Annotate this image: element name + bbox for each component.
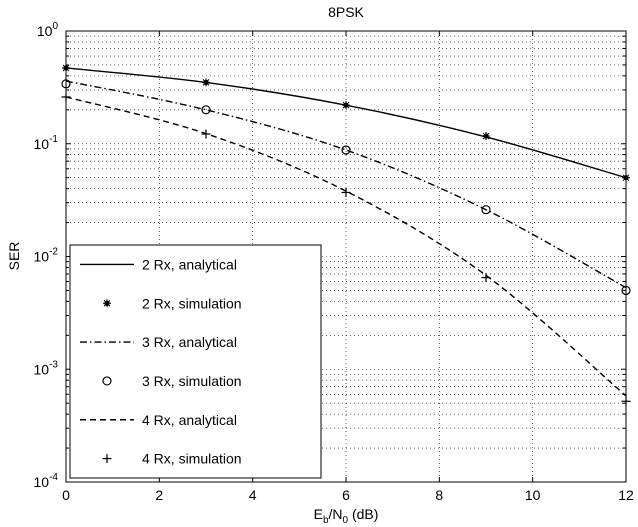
legend-label-6: 4 Rx, simulation bbox=[142, 451, 242, 467]
y-tick-label: 10-1 bbox=[34, 134, 59, 152]
x-axis-label: Eb/N0 (dB) bbox=[314, 506, 379, 526]
series-2-marker-rays bbox=[202, 78, 210, 87]
x-axis-label-main: E bbox=[314, 506, 323, 522]
y-tick-label-base: 10 bbox=[34, 136, 50, 152]
x-tick-label: 12 bbox=[618, 487, 634, 503]
y-tick-label-base: 10 bbox=[34, 249, 50, 265]
legend-box bbox=[69, 244, 322, 479]
series-6-marker bbox=[201, 129, 211, 139]
x-axis-label-sub-b: b bbox=[323, 515, 329, 526]
plot-frame bbox=[65, 30, 627, 483]
legend-marker-6 bbox=[102, 454, 112, 464]
x-axis-label-unit: (dB) bbox=[348, 506, 378, 522]
y-tick-label-exponent: -4 bbox=[49, 472, 58, 483]
series-4-marker bbox=[341, 145, 351, 155]
y-tick-label-exponent: 0 bbox=[52, 21, 58, 32]
grid-lines bbox=[66, 31, 626, 482]
x-axis-label-sub-0: 0 bbox=[343, 515, 349, 526]
y-axis-label: SER bbox=[6, 242, 22, 271]
legend-marker-2-rays bbox=[103, 299, 111, 308]
legend: 2 Rx, analytical 2 Rx, simulation 3 Rx, an… bbox=[69, 244, 322, 479]
x-tick-label: 2 bbox=[155, 487, 163, 503]
y-tick-label-base: 10 bbox=[37, 23, 53, 39]
y-tick-label: 10-2 bbox=[34, 247, 59, 265]
y-tick-label: 10-3 bbox=[34, 359, 59, 377]
x-tick-label: 6 bbox=[342, 487, 350, 503]
series-line-3 bbox=[65, 80, 627, 289]
legend-label-3: 3 Rx, analytical bbox=[142, 334, 237, 350]
series-6-marker bbox=[481, 273, 491, 283]
y-tick-label-exponent: -1 bbox=[49, 134, 58, 145]
x-tick-label: 0 bbox=[62, 487, 70, 503]
series-4-marker bbox=[481, 205, 491, 215]
legend-label-4: 3 Rx, simulation bbox=[142, 373, 242, 389]
x-tick-label: 10 bbox=[525, 487, 541, 503]
x-axis-label-slash: /N bbox=[329, 506, 343, 522]
y-tick-label: 10-4 bbox=[34, 472, 59, 490]
series-2-marker-rays bbox=[342, 101, 350, 110]
y-tick-label-exponent: -3 bbox=[49, 359, 58, 370]
series-4-marker bbox=[201, 105, 211, 115]
x-tick-label: 8 bbox=[435, 487, 443, 503]
y-tick-label-base: 10 bbox=[34, 361, 50, 377]
y-tick-label: 100 bbox=[37, 21, 59, 39]
legend-marker-4 bbox=[102, 376, 112, 386]
y-tick-label-base: 10 bbox=[34, 474, 50, 490]
legend-label-2: 2 Rx, simulation bbox=[142, 295, 242, 311]
series-6-marker bbox=[341, 187, 351, 197]
x-tick-label: 4 bbox=[249, 487, 257, 503]
series-2-marker-rays bbox=[482, 132, 490, 141]
legend-label-1: 2 Rx, analytical bbox=[142, 256, 237, 272]
legend-label-5: 4 Rx, analytical bbox=[142, 412, 237, 428]
chart-title: 8PSK bbox=[328, 4, 364, 20]
y-tick-label-exponent: -2 bbox=[49, 247, 58, 258]
